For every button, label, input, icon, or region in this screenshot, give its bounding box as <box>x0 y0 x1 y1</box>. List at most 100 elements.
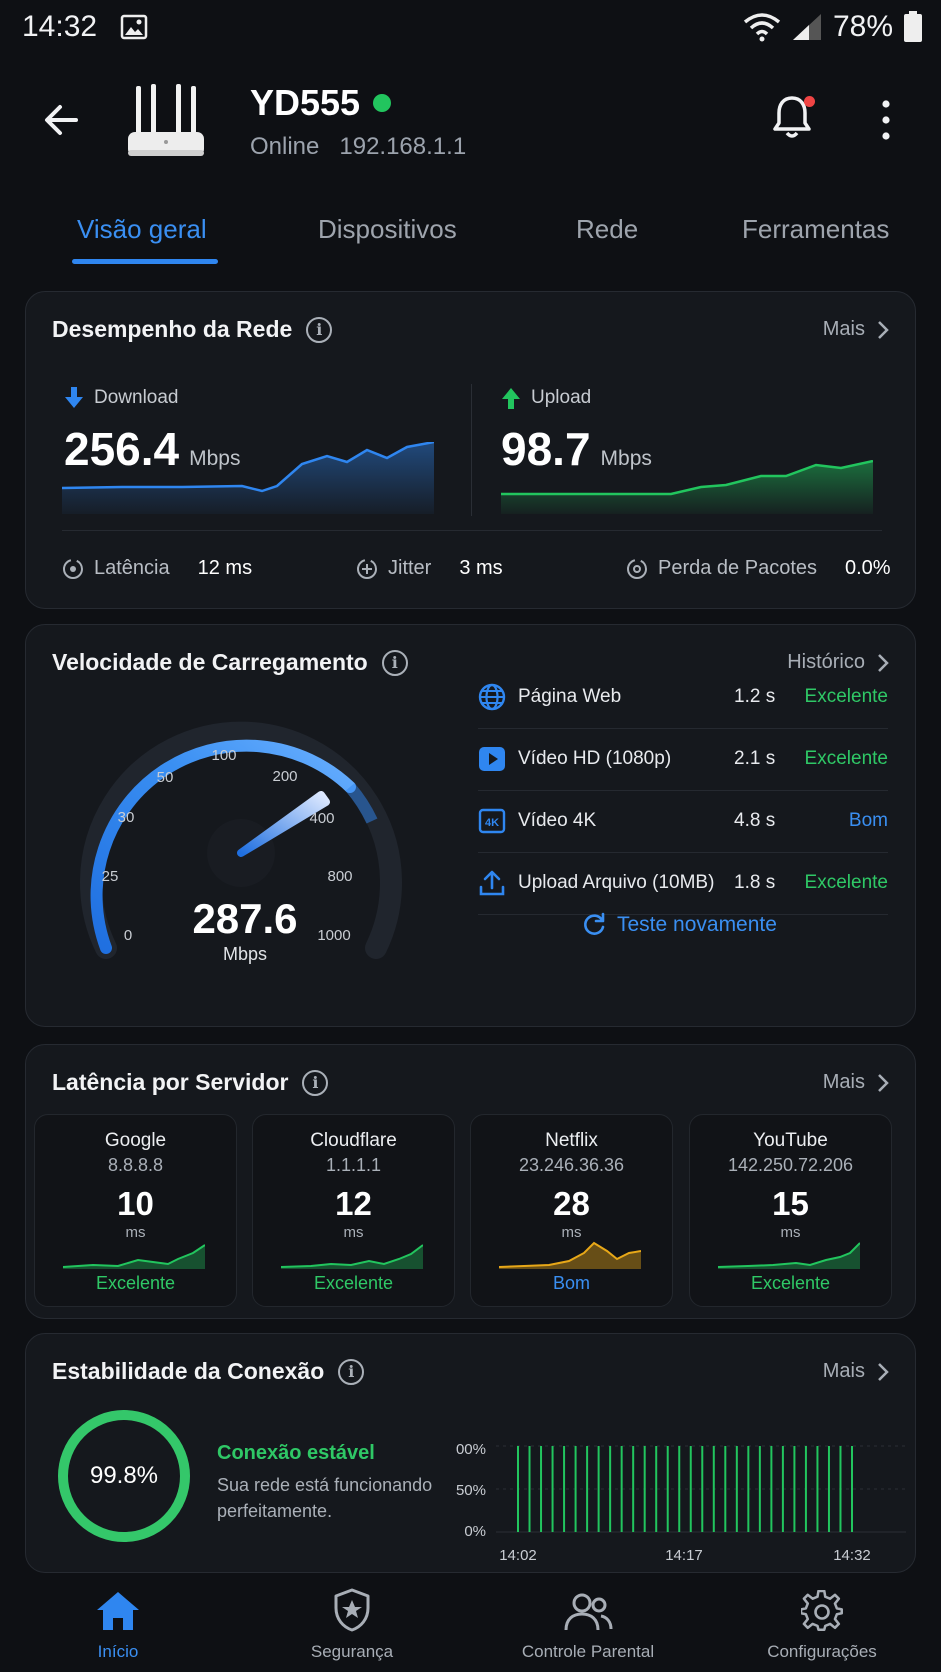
server-rating: Excelente <box>95 1273 176 1293</box>
server-ip: 142.250.72.206 <box>727 1155 854 1175</box>
nav-home-label: Início <box>97 1642 139 1661</box>
server-tile-cloudflare[interactable]: Cloudflare 1.1.1.1 12 ms Excelente <box>252 1114 455 1307</box>
server-name: YouTube <box>753 1130 828 1151</box>
server-latency-value: 28 <box>553 1185 590 1222</box>
gauge-track <box>80 721 402 959</box>
x-axis-label: 14:32 <box>833 1547 871 1564</box>
refresh-icon <box>584 912 605 935</box>
upload-arrow-icon <box>502 388 520 409</box>
upload-icon <box>479 870 505 896</box>
info-icon[interactable]: i <box>306 316 333 343</box>
server-tile-netflix[interactable]: Netflix 23.246.36.36 28 ms Bom <box>470 1114 673 1307</box>
upload-sparkline <box>501 460 873 514</box>
info-icon[interactable]: i <box>381 649 408 676</box>
more-label: Mais <box>822 1360 865 1382</box>
gauge-tick: 200 <box>272 768 297 785</box>
y-axis-label: 0% <box>464 1523 486 1540</box>
load-row-rating: Excelente <box>804 748 888 769</box>
info-icon[interactable]: i <box>302 1069 329 1096</box>
card-title: Desempenho da Rede i <box>52 316 333 343</box>
notification-dot <box>804 96 815 107</box>
nav-settings[interactable]: Configurações <box>722 1578 922 1662</box>
load-row-label: Vídeo HD (1080p) <box>518 748 672 769</box>
battery-icon <box>904 11 922 42</box>
download-label: Download <box>64 387 179 409</box>
x-axis-label: 14:02 <box>499 1547 537 1564</box>
server-latency-title: Latência por Servidor <box>52 1069 289 1095</box>
load-row-rating: Bom <box>848 810 888 831</box>
gauge-arc <box>90 739 356 954</box>
server-rating: Excelente <box>750 1273 831 1293</box>
tab-overview[interactable]: Visão geral <box>77 214 207 244</box>
server-latency-unit: ms <box>343 1224 364 1241</box>
active-tab-indicator <box>72 259 218 264</box>
download-sparkline <box>62 442 434 514</box>
nav-home[interactable]: Início <box>18 1578 218 1662</box>
history-link[interactable]: Histórico <box>787 651 889 674</box>
download-speed: 256.4 Mbps <box>64 422 240 476</box>
server-latency-value: 15 <box>772 1185 809 1222</box>
back-arrow-icon[interactable] <box>40 98 84 142</box>
stability-more-link[interactable]: Mais <box>823 1360 889 1383</box>
tab-bar: Visão geral Dispositivos Rede Ferramenta… <box>0 208 941 270</box>
performance-title: Desempenho da Rede <box>52 316 293 342</box>
gauge-arc-tail <box>345 783 378 824</box>
server-sparkline <box>63 1244 205 1269</box>
load-row-hd-video: Vídeo HD (1080p) 2.1 s Excelente <box>478 729 888 791</box>
server-latency-value: 10 <box>117 1185 154 1222</box>
gauge-value: 287.6 <box>192 895 297 942</box>
jitter-label: Jitter <box>388 557 432 579</box>
y-axis-label: 100% <box>456 1441 486 1458</box>
info-icon[interactable]: i <box>338 1358 365 1385</box>
nav-security[interactable]: Segurança <box>252 1578 452 1662</box>
packet-loss-value: 0.0% <box>845 557 891 579</box>
server-sparkline <box>281 1244 423 1269</box>
nav-parental-control[interactable]: Controle Parental <box>488 1578 688 1662</box>
tab-devices[interactable]: Dispositivos <box>318 214 457 244</box>
status-time: 14:32 <box>22 10 98 43</box>
server-tile-youtube[interactable]: YouTube 142.250.72.206 15 ms Excelente <box>689 1114 892 1307</box>
stability-title: Estabilidade da Conexão <box>52 1358 325 1384</box>
server-latency-value: 12 <box>335 1185 372 1222</box>
server-sparkline <box>499 1241 641 1269</box>
divider <box>62 530 882 531</box>
server-latency-unit: ms <box>561 1224 582 1241</box>
gauge-tick: 30 <box>118 809 135 826</box>
load-row-label: Vídeo 4K <box>518 810 597 831</box>
jitter-value: 3 ms <box>459 557 503 579</box>
battery-percent: 78% <box>832 10 893 43</box>
history-label: Histórico <box>787 651 865 673</box>
performance-more-link[interactable]: Mais <box>823 318 889 341</box>
tab-network[interactable]: Rede <box>576 214 639 244</box>
more-options-icon[interactable] <box>876 100 896 140</box>
wifi-icon <box>743 13 781 42</box>
upload-label: Upload <box>501 387 591 409</box>
servers-more-link[interactable]: Mais <box>823 1071 889 1094</box>
bell-icon[interactable] <box>770 94 814 140</box>
latency-metric: Latência 12 ms <box>62 557 252 580</box>
home-icon <box>97 1592 139 1630</box>
x-axis-label: 14:17 <box>665 1547 703 1564</box>
load-row-rating: Excelente <box>804 872 888 893</box>
status-bar: 14:32 78% <box>0 0 941 56</box>
chevron-right-icon <box>878 653 889 672</box>
gauge-tick: 0 <box>124 927 132 944</box>
svg-text:4K: 4K <box>485 817 499 829</box>
gauge-tick: 400 <box>309 810 334 827</box>
load-row-4k-video: 4K Vídeo 4K 4.8 s Bom <box>478 791 888 853</box>
more-label: Mais <box>822 1071 865 1093</box>
retest-button[interactable]: Teste novamente <box>581 912 777 938</box>
server-latency-unit: ms <box>780 1224 801 1241</box>
load-row-time: 4.8 s <box>734 810 776 831</box>
gear-icon <box>801 1590 843 1632</box>
latency-icon <box>63 558 83 579</box>
speed-gauge: 0 25 30 50 100 200 400 800 1000 287.6 Mb… <box>80 721 402 964</box>
signal-icon <box>792 14 821 40</box>
server-tile-google[interactable]: Google 8.8.8.8 10 ms Excelente <box>34 1114 237 1307</box>
tab-tools[interactable]: Ferramentas <box>742 214 890 244</box>
load-row-label: Página Web <box>518 686 622 707</box>
latency-label: Latência <box>94 557 170 579</box>
server-latency-card: Latência por Servidor i Mais Google 8.8.… <box>25 1044 916 1319</box>
load-row-web: Página Web 1.2 s Excelente <box>478 667 888 729</box>
stability-ring-progress <box>58 1410 190 1542</box>
